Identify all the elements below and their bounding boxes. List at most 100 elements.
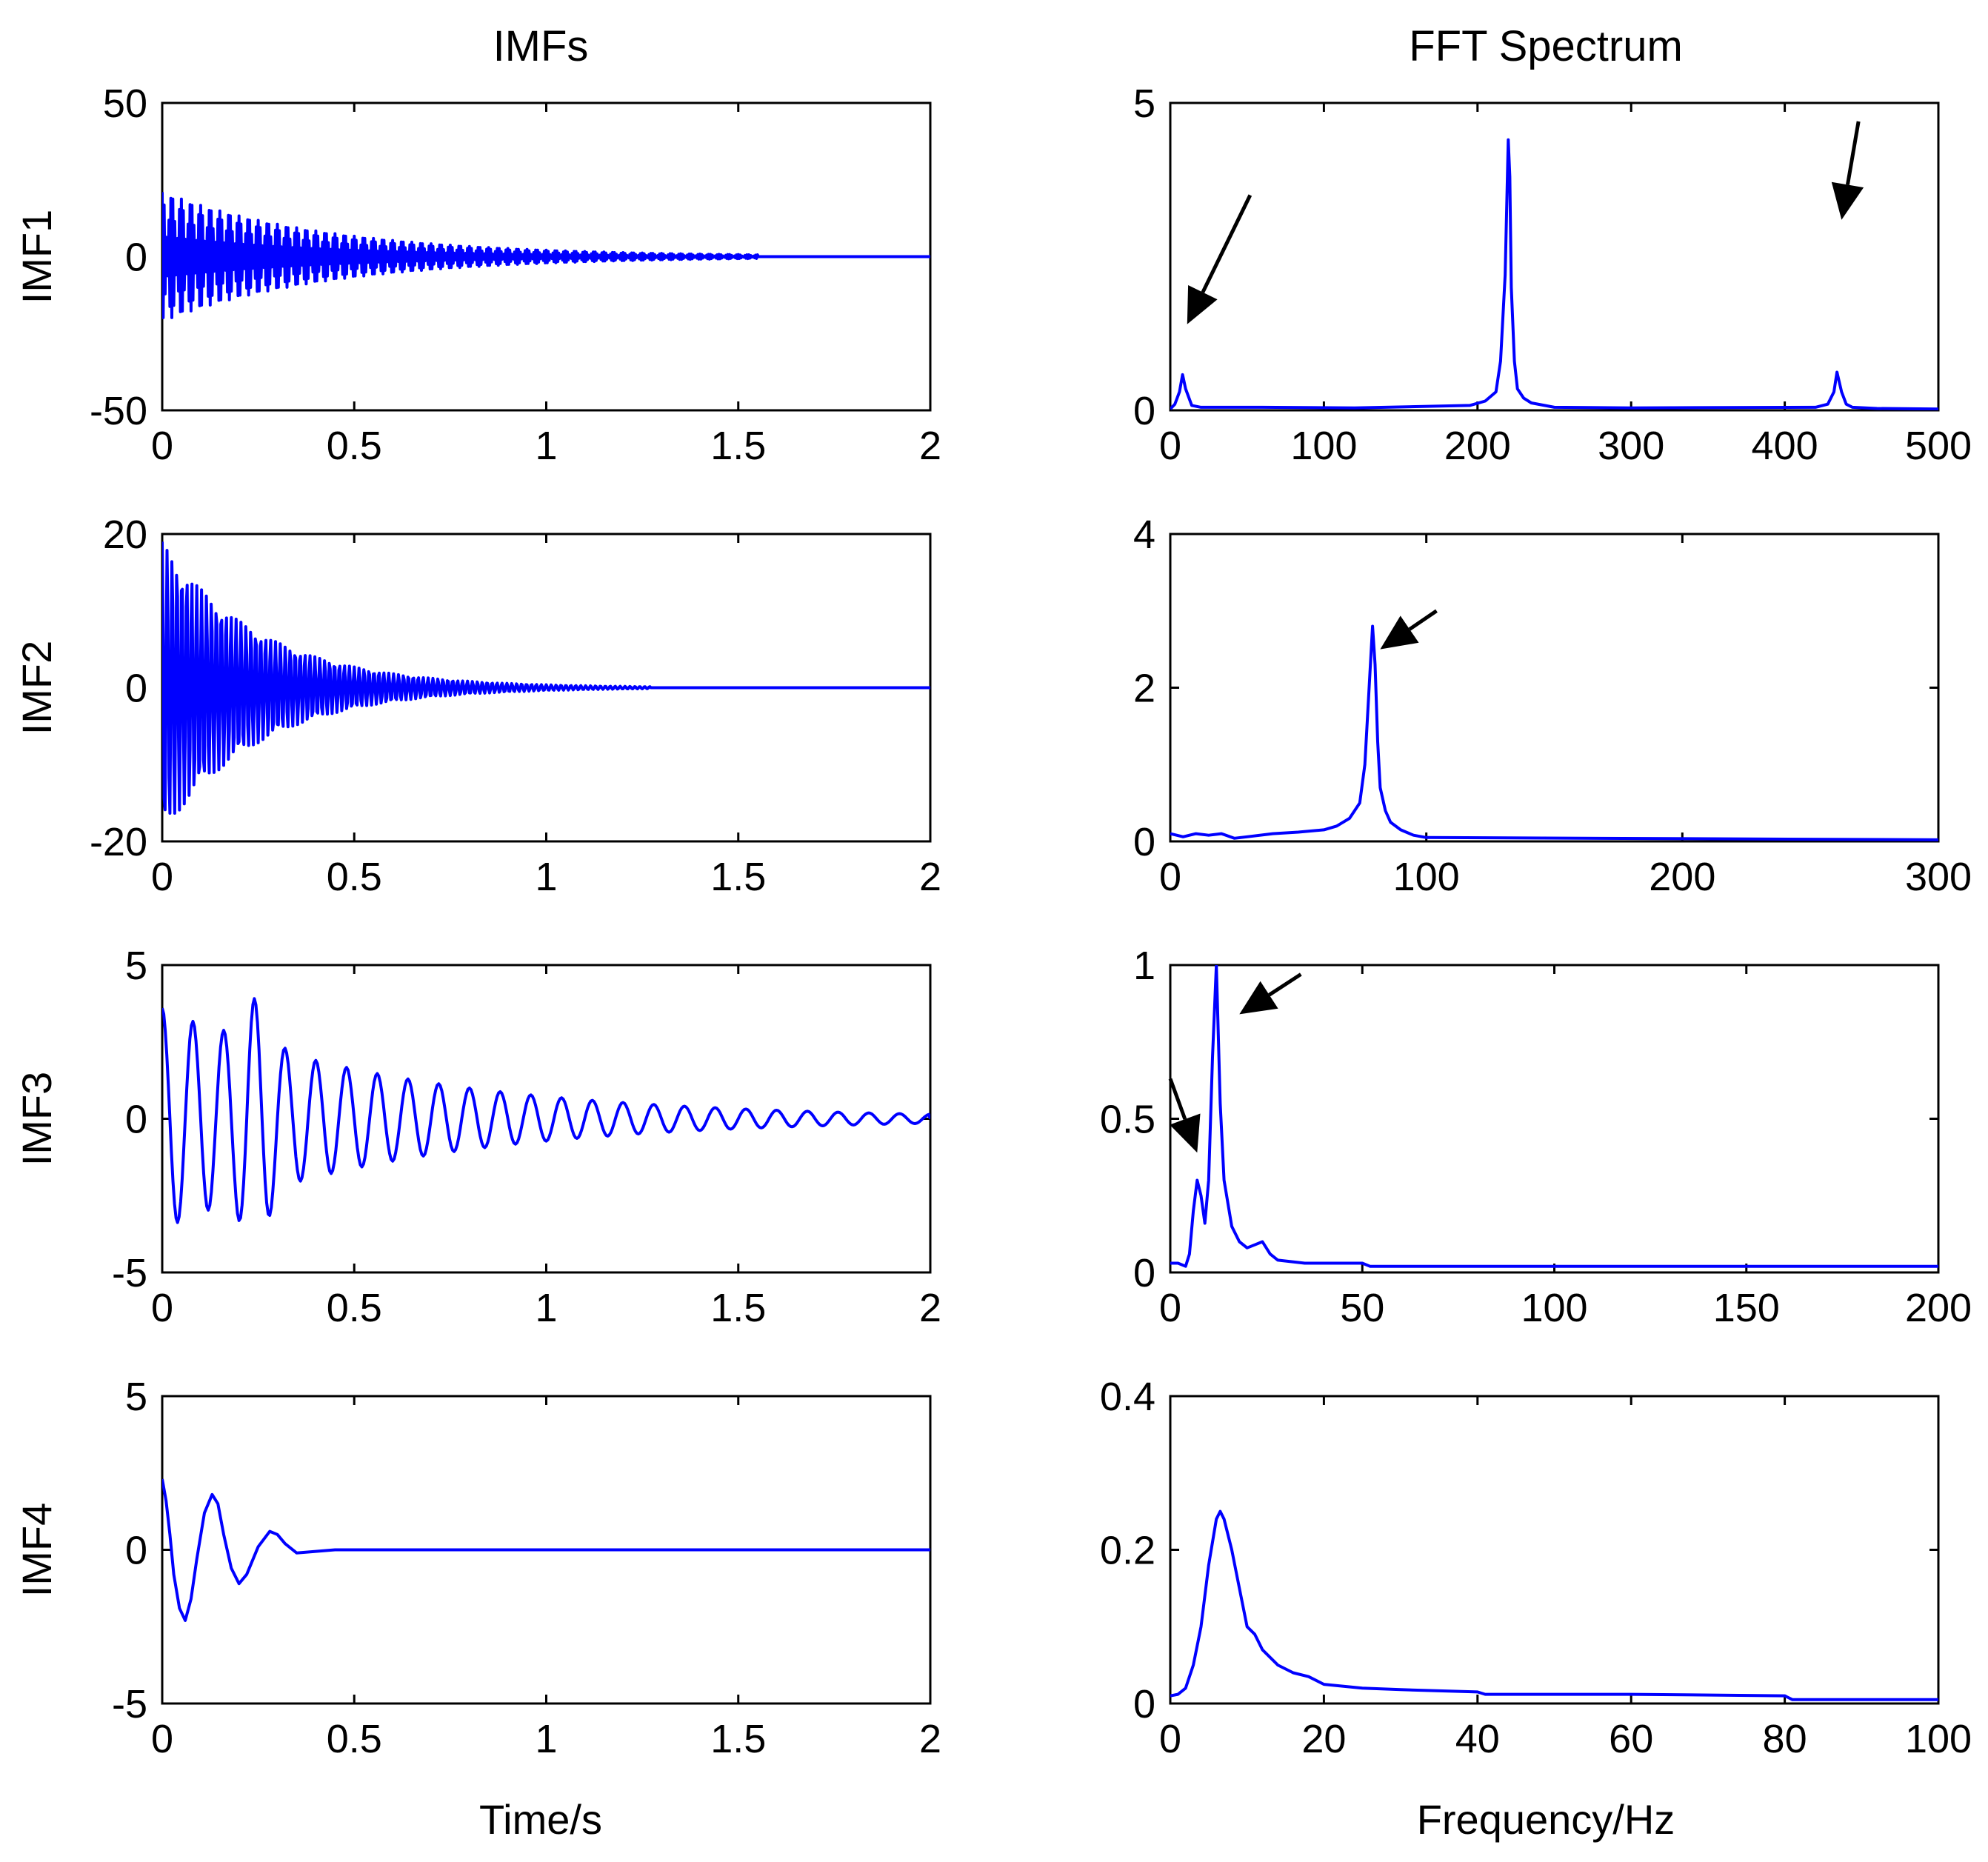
x-tick-label: 1.5 xyxy=(710,1286,766,1330)
y-tick-label: 50 xyxy=(103,81,147,126)
arrow-head xyxy=(1831,181,1864,220)
panel-fft4: 0 20 40 60 80 100 0 0.2 0.4 xyxy=(1100,1375,1972,1761)
y-axis-title: IMF4 xyxy=(13,1503,60,1598)
panel-fft1: 0 100 200 300 400 500 0 5 xyxy=(1133,81,1972,468)
y-tick-label: 0 xyxy=(1133,820,1155,864)
plot-frame xyxy=(1169,101,1940,412)
y-tick-label: 0.5 xyxy=(1100,1098,1155,1142)
x-tick-label: 0.5 xyxy=(327,1717,382,1761)
y-tick-label: 5 xyxy=(125,1375,147,1419)
x-tick-label: 200 xyxy=(1444,424,1511,468)
series-line-spectrum xyxy=(1170,1509,1938,1701)
arrow-shaft xyxy=(1168,1078,1187,1120)
x-tick-label: 300 xyxy=(1598,424,1664,468)
x-tick-label: 0.5 xyxy=(327,1286,382,1330)
y-tick-label: -20 xyxy=(90,820,147,864)
x-tick-label: 0 xyxy=(1159,1286,1181,1330)
y-tick-label: 4 xyxy=(1133,513,1155,557)
x-tick-label: 2 xyxy=(919,1717,941,1761)
left-column-title: IMFs xyxy=(493,22,589,70)
x-tick-label: 40 xyxy=(1455,1717,1500,1761)
y-tick-label: 0 xyxy=(1133,1682,1155,1726)
arrow-head xyxy=(1380,615,1419,650)
x-tick-label: 1 xyxy=(535,424,557,468)
x-tick-label: 0 xyxy=(151,855,173,899)
x-tick-label: 2 xyxy=(919,1286,941,1330)
x-tick-label: 0 xyxy=(151,1286,173,1330)
series-line-imf4 xyxy=(162,1478,930,1622)
x-tick-label: 0 xyxy=(1159,855,1181,899)
right-column-title: FFT Spectrum xyxy=(1409,22,1683,70)
x-tick-label: 0 xyxy=(151,1717,173,1761)
x-tick-label: 60 xyxy=(1609,1717,1653,1761)
arrow-shaft xyxy=(1268,972,1302,997)
y-axis-title: IMF3 xyxy=(13,1072,60,1167)
y-tick-label: 0 xyxy=(125,236,147,280)
x-tick-label: 2 xyxy=(919,424,941,468)
arrow-shaft xyxy=(1408,609,1438,631)
plot-frame xyxy=(1169,533,1940,843)
y-tick-label: 2 xyxy=(1133,667,1155,711)
series-line-imf1 xyxy=(162,192,930,319)
x-tick-label: 100 xyxy=(1393,855,1460,899)
x-tick-label: 1 xyxy=(535,1286,557,1330)
x-tick-label: 500 xyxy=(1905,424,1972,468)
y-tick-label: 0 xyxy=(1133,1251,1155,1295)
x-tick-label: 1 xyxy=(535,1717,557,1761)
x-tick-label: 0 xyxy=(151,424,173,468)
left-x-axis-title: Time/s xyxy=(479,1796,602,1843)
y-tick-label: 5 xyxy=(1133,81,1155,126)
arrow-head xyxy=(1187,285,1218,324)
y-tick-label: 0 xyxy=(1133,389,1155,433)
arrow-shaft xyxy=(1846,121,1861,185)
x-tick-label: 100 xyxy=(1290,424,1357,468)
x-tick-label: 100 xyxy=(1521,1286,1587,1330)
x-tick-label: 0 xyxy=(1159,1717,1181,1761)
x-tick-label: 0.5 xyxy=(327,424,382,468)
series-line-imf2 xyxy=(162,541,930,815)
x-tick-label: 400 xyxy=(1752,424,1818,468)
panel-fft2: 0 100 200 300 0 2 4 xyxy=(1133,513,1972,899)
arrow-shaft xyxy=(1201,194,1252,293)
panel-fft3: 0 50 100 150 200 0 0.5 1 xyxy=(1100,944,1972,1330)
x-tick-label: 1.5 xyxy=(710,1717,766,1761)
x-tick-label: 150 xyxy=(1713,1286,1780,1330)
x-tick-label: 1 xyxy=(535,855,557,899)
x-tick-label: 2 xyxy=(919,855,941,899)
y-axis-title: IMF2 xyxy=(13,641,60,735)
x-tick-label: 20 xyxy=(1301,1717,1346,1761)
series-line-spectrum xyxy=(1170,138,1938,410)
x-tick-label: 1.5 xyxy=(710,855,766,899)
arrow-head xyxy=(1239,981,1278,1015)
x-tick-label: 0 xyxy=(1159,424,1181,468)
x-tick-label: 100 xyxy=(1905,1717,1972,1761)
x-tick-label: 50 xyxy=(1340,1286,1384,1330)
y-axis-title: IMF1 xyxy=(13,210,60,304)
x-tick-label: 200 xyxy=(1649,855,1715,899)
plot-frame xyxy=(1169,964,1940,1274)
y-tick-label: 0 xyxy=(125,1098,147,1142)
series-line-spectrum xyxy=(1170,965,1938,1268)
y-tick-label: 0 xyxy=(125,1529,147,1573)
y-tick-label: 20 xyxy=(103,513,147,557)
x-tick-label: 300 xyxy=(1905,855,1972,899)
x-tick-label: 80 xyxy=(1763,1717,1807,1761)
y-tick-label: -50 xyxy=(90,389,147,433)
y-tick-label: 5 xyxy=(125,944,147,988)
y-tick-label: 0.4 xyxy=(1100,1375,1155,1419)
series-line-spectrum xyxy=(1170,624,1938,841)
series-line-imf3 xyxy=(162,997,930,1224)
y-tick-label: 1 xyxy=(1133,944,1155,988)
x-tick-label: 0.5 xyxy=(327,855,382,899)
y-tick-label: 0.2 xyxy=(1100,1529,1155,1573)
y-tick-label: 0 xyxy=(125,667,147,711)
y-tick-label: -5 xyxy=(112,1682,147,1726)
arrow-head xyxy=(1170,1113,1201,1153)
x-tick-label: 200 xyxy=(1905,1286,1972,1330)
